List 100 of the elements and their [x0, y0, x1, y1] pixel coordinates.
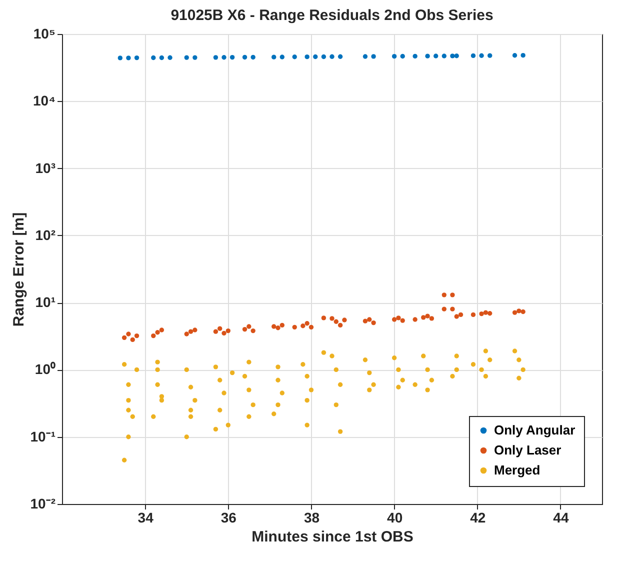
- point: [458, 312, 464, 318]
- point: [118, 56, 122, 60]
- y-tick-label: 10³: [35, 160, 56, 176]
- legend-label: Only Angular: [494, 422, 576, 438]
- point: [450, 292, 455, 298]
- point: [230, 54, 235, 60]
- point: [246, 324, 252, 329]
- chart-title: 91025B X6 - Range Residuals 2nd Obs Series: [170, 7, 494, 24]
- point: [442, 292, 446, 298]
- point: [362, 54, 368, 59]
- y-axis-title: Range Error [m]: [10, 212, 28, 327]
- point: [454, 54, 459, 58]
- y-tick-label: 10⁻²: [30, 496, 56, 512]
- y-tick-label: 10²: [35, 226, 56, 243]
- point: [188, 329, 194, 334]
- point: [313, 54, 318, 60]
- y-tick-label: 10⁰: [34, 361, 56, 378]
- point: [226, 328, 230, 334]
- point: [479, 311, 484, 316]
- point: [242, 326, 248, 332]
- point: [483, 310, 488, 315]
- point: [330, 316, 334, 321]
- point: [454, 314, 459, 319]
- point: [520, 309, 526, 314]
- point: [159, 55, 164, 60]
- point: [168, 55, 172, 60]
- point: [434, 54, 438, 58]
- point: [450, 306, 455, 312]
- point: [520, 53, 526, 58]
- point: [442, 306, 446, 312]
- point: [272, 54, 276, 60]
- point: [250, 328, 256, 334]
- x-tick-label: 40: [387, 510, 403, 526]
- point: [184, 55, 189, 60]
- point: [392, 317, 397, 322]
- x-tick-label: 36: [220, 510, 237, 526]
- point: [184, 332, 189, 336]
- point: [304, 321, 310, 326]
- point: [321, 54, 326, 60]
- point: [330, 54, 334, 59]
- x-tick-label: 42: [470, 510, 486, 526]
- point: [272, 324, 276, 329]
- point: [276, 326, 280, 330]
- point: [292, 324, 297, 330]
- point: [479, 53, 484, 58]
- point: [300, 324, 306, 328]
- point: [151, 55, 156, 60]
- point: [222, 330, 226, 336]
- point: [371, 54, 376, 59]
- legend-label: Merged: [494, 462, 540, 478]
- point: [159, 328, 164, 332]
- point: [338, 322, 343, 328]
- point: [470, 53, 476, 58]
- point: [321, 316, 326, 320]
- x-axis-title: Minutes since 1st OBS: [252, 528, 414, 546]
- point: [396, 316, 401, 320]
- y-tick-label: 10⁵: [33, 26, 56, 42]
- point: [421, 315, 426, 320]
- y-tick-label: 10⁻¹: [30, 428, 56, 444]
- point: [412, 54, 418, 59]
- point: [512, 53, 518, 58]
- point: [222, 55, 226, 60]
- point: [512, 310, 518, 315]
- point: [400, 54, 405, 59]
- x-tick-label: 44: [553, 510, 569, 526]
- point: [134, 55, 140, 60]
- point: [334, 319, 338, 324]
- point: [213, 329, 218, 334]
- point: [342, 318, 347, 322]
- point: [280, 54, 284, 60]
- point: [130, 337, 135, 342]
- point: [155, 330, 160, 335]
- point: [151, 333, 156, 338]
- point: [450, 54, 455, 58]
- point: [400, 318, 405, 323]
- point: [126, 56, 131, 60]
- x-tick-label: 38: [304, 510, 320, 526]
- point: [425, 314, 430, 318]
- point: [338, 54, 343, 59]
- point: [371, 320, 376, 326]
- point: [134, 333, 140, 338]
- point: [304, 54, 310, 60]
- x-tick-label: 34: [138, 510, 154, 526]
- y-tick-label: 10¹: [35, 294, 56, 310]
- point: [213, 55, 218, 60]
- legend-label: Only Laser: [494, 442, 562, 458]
- point: [218, 326, 222, 331]
- point: [250, 54, 256, 60]
- point: [392, 54, 397, 59]
- point: [122, 335, 127, 340]
- point: [308, 324, 314, 330]
- point: [192, 328, 198, 332]
- point: [429, 316, 434, 321]
- point: [488, 53, 492, 58]
- y-tick-label: 10⁴: [33, 92, 56, 109]
- point: [425, 54, 430, 58]
- point: [367, 317, 372, 322]
- point: [412, 317, 418, 322]
- point: [126, 332, 131, 336]
- point: [280, 322, 284, 328]
